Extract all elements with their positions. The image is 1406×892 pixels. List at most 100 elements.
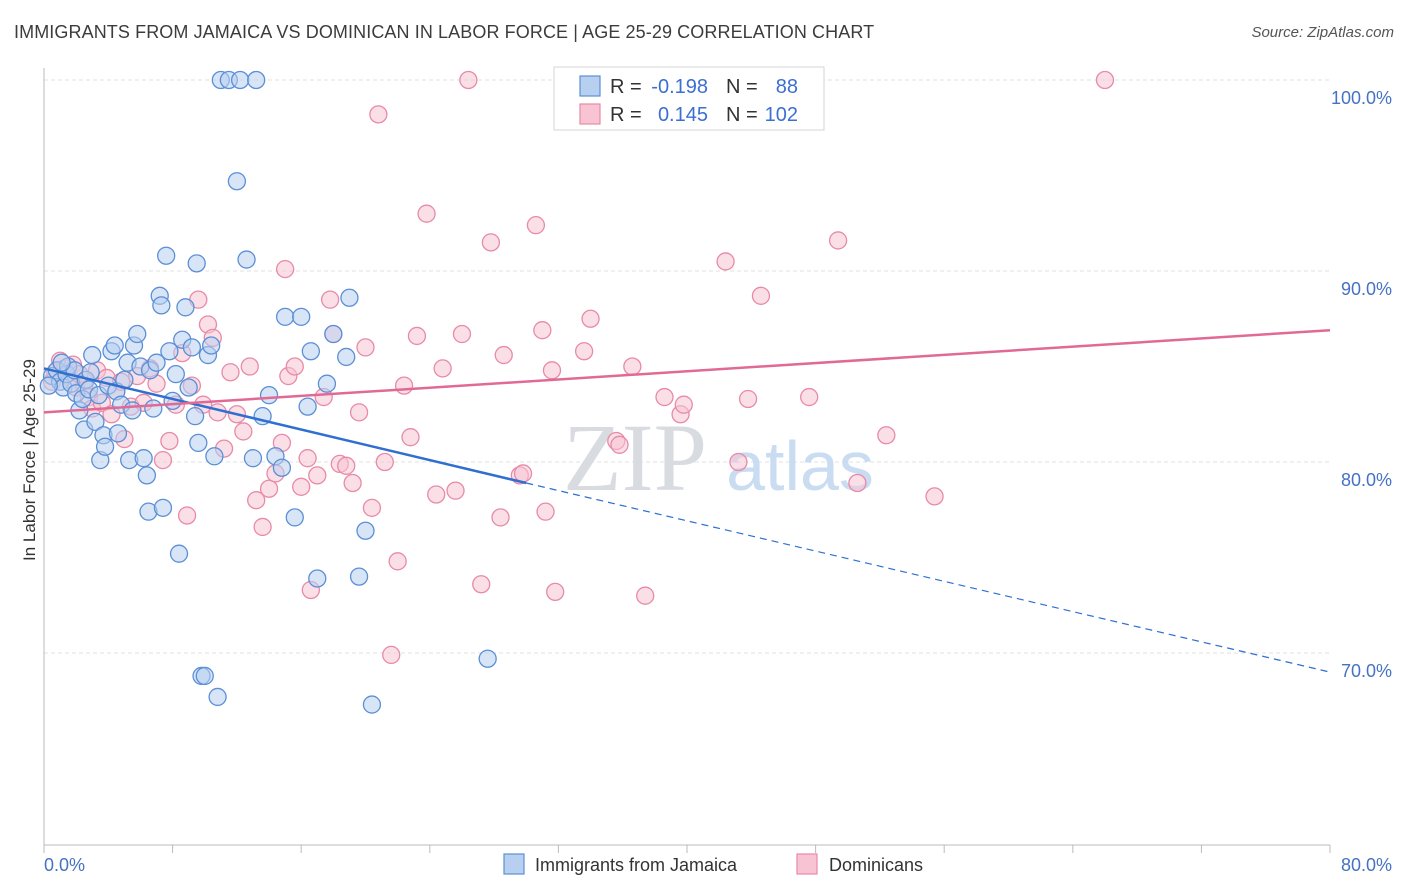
dominican-point-48	[298, 449, 317, 468]
legend-swatch-jamaica	[579, 75, 601, 97]
dominican-point-80	[533, 321, 552, 340]
jamaica-point-78	[337, 347, 356, 367]
dominican-point-71	[452, 324, 472, 344]
jamaica-point-74	[301, 342, 320, 361]
dominican-point-40	[253, 517, 272, 537]
x-tick-right: 80.0%	[1341, 855, 1392, 875]
bottom-legend-swatch-jamaica	[503, 853, 525, 875]
dominican-point-76	[494, 345, 513, 365]
dominican-point-73	[472, 575, 491, 594]
dominican-point-88	[610, 435, 629, 454]
legend-n-value-1: 88	[776, 76, 798, 98]
dominican-point-35	[221, 363, 240, 382]
jamaica-point-70	[275, 307, 295, 326]
dominican-point-37	[234, 422, 253, 441]
jamaica-point-37	[144, 399, 163, 418]
jamaica-point-41	[153, 498, 173, 517]
dominican-point-78	[513, 464, 533, 483]
dominican-point-52	[320, 290, 340, 309]
jamaica-point-57	[205, 447, 224, 466]
dominican-point-75	[491, 508, 510, 527]
dominican-point-65	[401, 428, 420, 447]
jamaica-point-87	[185, 407, 205, 426]
dominican-point-70	[446, 481, 465, 500]
x-tick-left: 0.0%	[44, 855, 85, 875]
jamaica-point-29	[123, 401, 142, 420]
dominican-point-68	[427, 485, 446, 504]
jamaica-point-85	[52, 353, 71, 372]
dominican-point-85	[574, 342, 594, 361]
dominican-points	[42, 70, 1115, 665]
jamaica-point-61	[227, 172, 247, 191]
jamaica-point-50	[182, 338, 202, 357]
jamaica-point-42	[157, 246, 176, 265]
dominican-point-98	[800, 387, 819, 407]
dominican-point-94	[716, 252, 735, 271]
jamaica-point-34	[137, 466, 157, 485]
chart-title: IMMIGRANTS FROM JAMAICA VS DOMINICAN IN …	[14, 22, 875, 42]
y-axis-label: In Labor Force | Age 25-29	[20, 359, 39, 561]
watermark-atlas: atlas	[726, 427, 874, 505]
dominican-point-90	[636, 586, 655, 605]
legend-r-value-2: 0.145	[658, 104, 708, 126]
dominican-point-74	[481, 233, 501, 252]
series-legend: Immigrants from Jamaica Dominicans	[503, 853, 923, 875]
jamaica-point-82	[362, 695, 382, 714]
jamaica-point-14	[83, 345, 102, 365]
jamaica-point-62	[230, 70, 250, 90]
jamaica-points	[39, 70, 497, 714]
jamaica-point-24	[108, 424, 128, 443]
dominican-point-64	[394, 376, 414, 395]
dominican-point-55	[337, 456, 356, 475]
dominican-point-91	[655, 387, 674, 407]
jamaica-point-49	[179, 378, 198, 397]
jamaica-point-72	[292, 307, 311, 326]
dominican-point-97	[751, 286, 771, 305]
dominican-point-82	[542, 361, 562, 380]
dominican-point-72	[459, 70, 478, 90]
y-tick-label-2: 90.0%	[1341, 279, 1392, 299]
dominican-point-60	[369, 105, 388, 124]
dominican-point-58	[356, 338, 375, 357]
jamaica-point-71	[285, 508, 304, 527]
dominican-point-99	[828, 231, 848, 250]
dominican-trend-line	[43, 328, 1331, 414]
legend-swatch-dominican	[579, 103, 601, 125]
jamaica-point-19	[95, 437, 115, 456]
stats-legend: R = -0.198 N = 88 R = 0.145 N = 102	[553, 66, 825, 131]
legend-r-label-1: R =	[610, 76, 642, 98]
jamaica-point-56	[202, 336, 221, 355]
dominican-point-63	[388, 552, 407, 571]
jamaica-point-77	[324, 324, 343, 344]
jamaica-point-63	[237, 250, 256, 269]
y-tick-label-1: 80.0%	[1341, 470, 1392, 490]
dominican-point-61	[375, 452, 394, 472]
dominican-point-46	[285, 357, 304, 376]
jamaica-point-58	[208, 687, 227, 707]
jamaica-point-45	[166, 364, 185, 384]
jamaica-point-46	[169, 544, 189, 563]
dominican-point-47	[292, 477, 311, 496]
dominican-point-59	[362, 498, 382, 517]
jamaica-point-83	[478, 649, 497, 668]
jamaica-point-52	[189, 433, 208, 453]
jamaica-point-84	[39, 376, 58, 395]
dominican-point-56	[343, 473, 362, 493]
dominican-point-100	[848, 473, 867, 493]
legend-n-value-2: 102	[765, 104, 798, 126]
dominican-point-67	[417, 204, 436, 223]
dominican-point-101	[877, 426, 896, 445]
y-tick-labels: 70.0% 80.0% 90.0% 100.0%	[1331, 88, 1392, 681]
dominican-point-86	[581, 309, 600, 328]
dominican-point-62	[382, 645, 401, 665]
dominican-point-103	[1095, 70, 1115, 90]
dominican-point-96	[738, 389, 758, 409]
jamaica-point-22	[105, 336, 124, 355]
jamaica-trend-extension	[526, 482, 1331, 673]
jamaica-point-75	[308, 569, 327, 588]
bottom-legend-jamaica: Immigrants from Jamaica	[535, 855, 738, 875]
dominican-point-69	[433, 359, 452, 378]
dominican-point-24	[160, 431, 179, 451]
dominican-point-79	[526, 216, 546, 235]
dominican-point-89	[623, 357, 642, 376]
